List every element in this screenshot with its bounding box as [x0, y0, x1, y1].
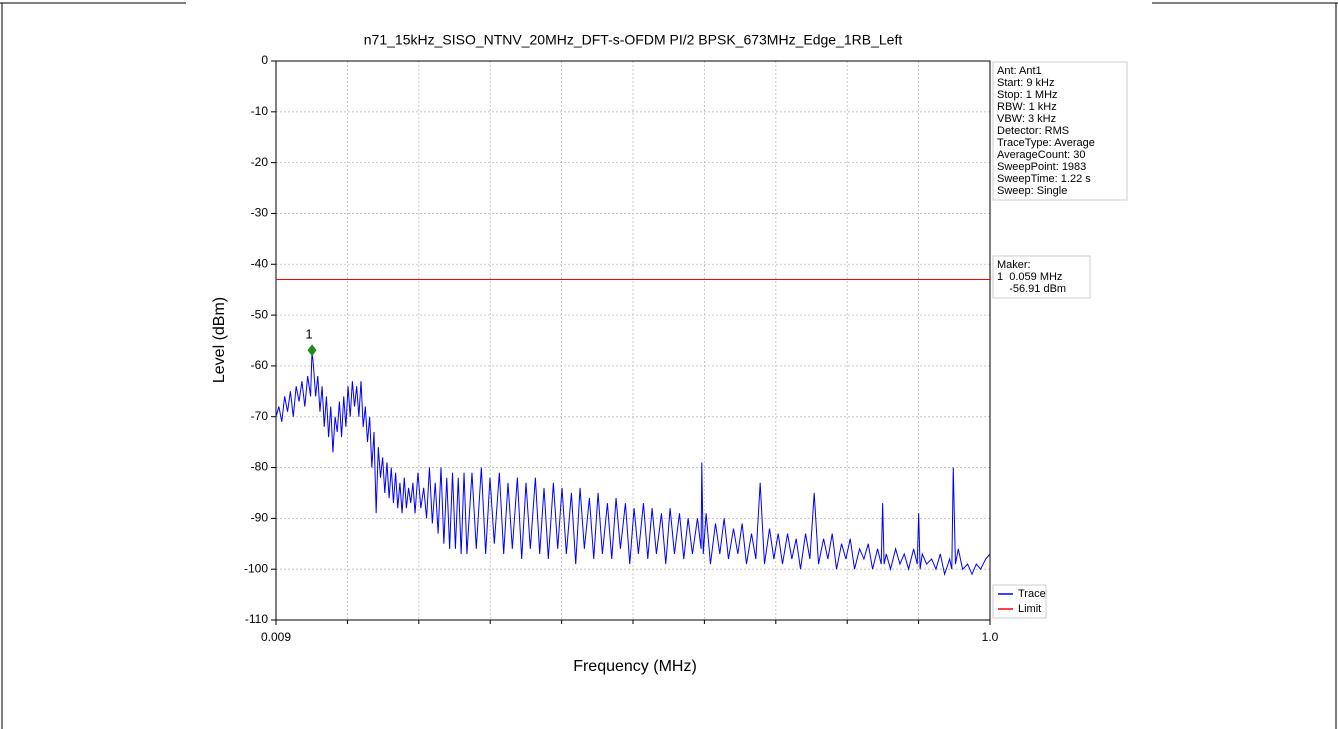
legend-label: Limit	[1018, 603, 1041, 615]
info-box-line: SweepPoint: 1983	[997, 161, 1086, 173]
legend-label: Trace	[1018, 588, 1046, 600]
y-tick-label: -90	[251, 511, 269, 525]
info-box-line: -56.91 dBm	[997, 283, 1066, 295]
info-box-line: 1 0.059 MHz	[997, 271, 1062, 283]
info-box-line: RBW: 1 kHz	[997, 101, 1057, 113]
trace-line	[275, 350, 991, 577]
y-tick-label: 0	[261, 53, 268, 67]
y-tick-label: -50	[251, 307, 269, 321]
legend: Trace Limit	[992, 584, 1047, 619]
info-box-line: Maker:	[997, 259, 1031, 271]
chart-title: n71_15kHz_SISO_NTNV_20MHz_DFT-s-OFDM PI/…	[364, 32, 903, 48]
y-tick-label: -40	[251, 256, 269, 270]
info-box-line: AverageCount: 30	[997, 149, 1085, 161]
y-tick-label: -70	[251, 409, 269, 423]
plot-frame	[275, 60, 991, 621]
x-tick-label: 1.0	[982, 630, 999, 644]
y-tick-label: -80	[251, 460, 269, 474]
y-tick-label: -100	[244, 561, 268, 575]
y-axis-label: Level (dBm)	[211, 297, 228, 383]
info-box-line: TraceType: Average	[997, 137, 1095, 149]
y-tick-label: -10	[251, 104, 269, 118]
info-box-line: Ant: Ant1	[997, 65, 1042, 77]
info-box-line: SweepTime: 1.22 s	[997, 173, 1091, 185]
info-box: Maker:1 0.059 MHz -56.91 dBm	[992, 255, 1091, 299]
info-box-line: Start: 9 kHz	[997, 77, 1054, 89]
marker-diamond	[307, 344, 317, 357]
y-tick-label: -110	[245, 612, 268, 626]
y-tick-label: -60	[251, 358, 269, 372]
y-tick-label: -30	[251, 206, 269, 220]
info-box-frame	[992, 61, 1128, 201]
y-tick-label: -20	[251, 155, 269, 169]
info-box-line: Sweep: Single	[997, 185, 1067, 197]
x-axis-label: Frequency (MHz)	[573, 658, 697, 675]
info-box-frame	[992, 255, 1091, 299]
info-box-line: Stop: 1 MHz	[997, 89, 1058, 101]
legend-frame	[992, 584, 1047, 619]
info-box-line: VBW: 3 kHz	[997, 113, 1056, 125]
marker-label: 1	[305, 327, 312, 342]
x-tick-label: 0.009	[261, 630, 291, 644]
info-box-line: Detector: RMS	[997, 125, 1069, 137]
